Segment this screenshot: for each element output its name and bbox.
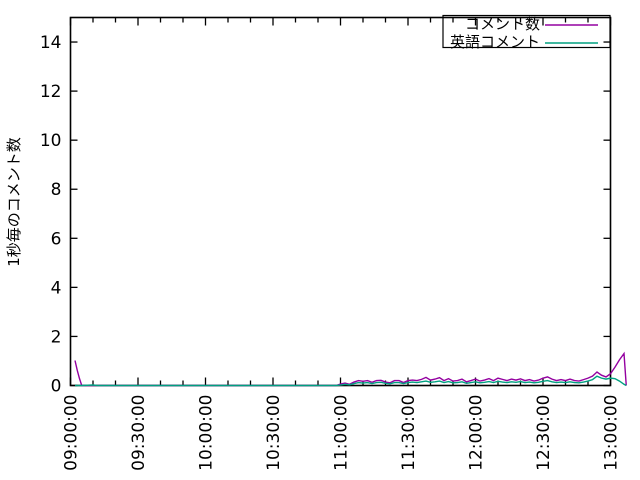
x-tick-label: 11:30:00 xyxy=(399,395,419,471)
plot-border xyxy=(69,16,612,387)
x-tick-label: 09:30:00 xyxy=(129,395,149,471)
series-line-英語コメント xyxy=(75,375,627,387)
y-tick-label: 2 xyxy=(51,327,62,347)
legend-label-1: 英語コメント xyxy=(450,33,540,51)
x-tick-label: 13:00:00 xyxy=(602,395,622,471)
y-tick-label: 8 xyxy=(51,180,62,200)
x-tick-label: 12:30:00 xyxy=(534,395,554,471)
y-tick-label: 4 xyxy=(51,278,62,298)
x-tick-label: 09:00:00 xyxy=(62,395,82,471)
y-axis-ticks: 0 2 4 6 8 10 12 14 xyxy=(40,33,611,397)
legend-label-0: コメント数 xyxy=(465,15,540,33)
x-tick-label: 10:00:00 xyxy=(197,395,217,471)
y-tick-label: 0 xyxy=(51,377,62,397)
x-tick-label: 10:30:00 xyxy=(264,395,284,471)
x-tick-label: 11:00:00 xyxy=(332,395,352,471)
plot-frame xyxy=(69,16,612,387)
series-layer xyxy=(74,351,627,387)
y-tick-label: 10 xyxy=(40,131,62,151)
y-tick-label: 14 xyxy=(40,33,62,53)
x-axis-ticks: 09:00:00 09:30:00 10:00:00 10:30:00 11:00:00… xyxy=(62,17,622,471)
x-tick-label: 12:00:00 xyxy=(467,395,487,471)
legend-border xyxy=(442,14,611,49)
y-axis-title: 1秒毎のコメント数 xyxy=(5,137,23,267)
y-tick-label: 6 xyxy=(51,229,62,249)
y-tick-label: 12 xyxy=(40,82,62,102)
